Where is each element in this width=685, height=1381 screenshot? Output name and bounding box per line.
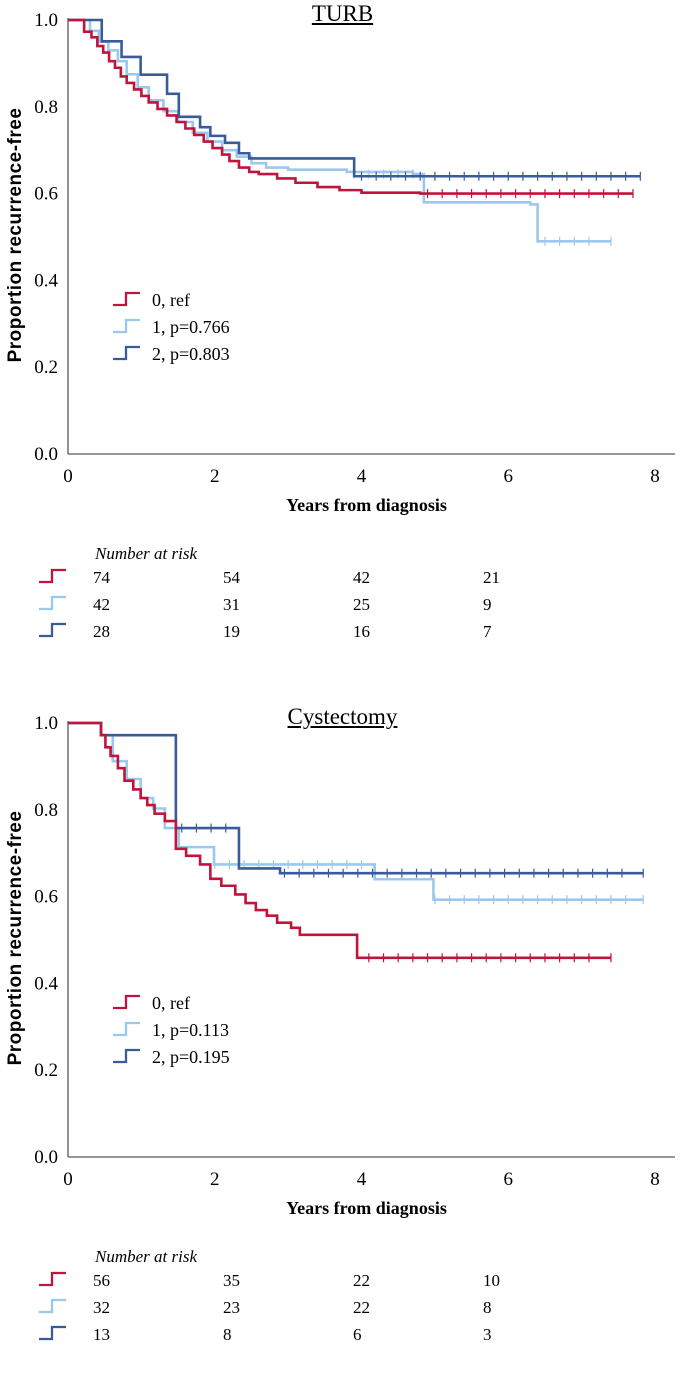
svg-text:1.0: 1.0: [34, 713, 58, 734]
svg-text:0.6: 0.6: [34, 887, 58, 908]
svg-text:0.0: 0.0: [34, 444, 58, 465]
svg-text:4: 4: [357, 466, 367, 487]
svg-text:8: 8: [650, 1169, 660, 1190]
svg-text:0.0: 0.0: [34, 1147, 58, 1168]
svg-text:0: 0: [63, 1169, 73, 1190]
svg-text:0.2: 0.2: [34, 1060, 58, 1081]
svg-text:4: 4: [357, 1169, 367, 1190]
svg-text:0.4: 0.4: [34, 270, 58, 291]
svg-text:0.2: 0.2: [34, 357, 58, 378]
svg-text:6: 6: [504, 1169, 514, 1190]
svg-text:2: 2: [210, 1169, 220, 1190]
svg-text:8: 8: [650, 466, 660, 487]
svg-text:0: 0: [63, 466, 73, 487]
svg-text:0.8: 0.8: [34, 800, 58, 821]
svg-text:0.6: 0.6: [34, 184, 58, 205]
svg-text:0.8: 0.8: [34, 97, 58, 118]
svg-text:2: 2: [210, 466, 220, 487]
svg-text:0.4: 0.4: [34, 973, 58, 994]
svg-text:6: 6: [504, 466, 514, 487]
svg-text:1.0: 1.0: [34, 10, 58, 31]
